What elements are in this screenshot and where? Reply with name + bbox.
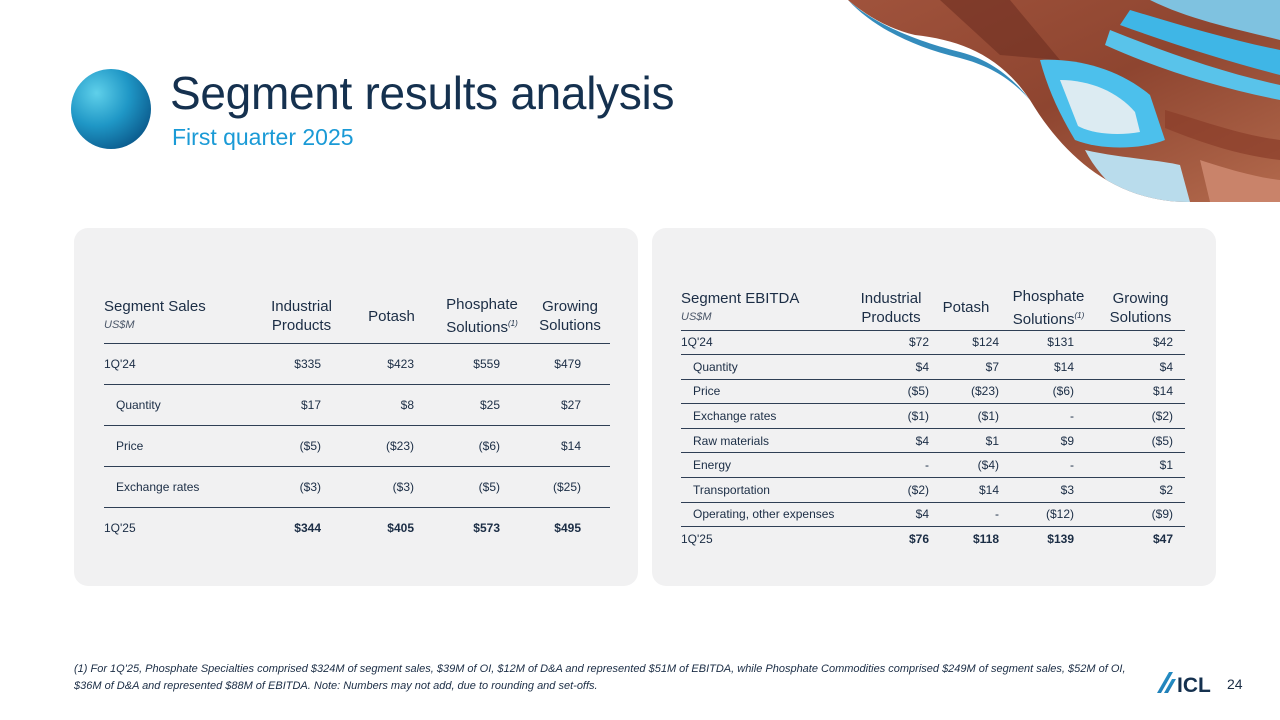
- footnote: (1) For 1Q'25, Phosphate Specialties com…: [74, 663, 1126, 692]
- page-number: 24: [1227, 676, 1243, 692]
- table-row: Quantity $4 $7 $14 $4: [681, 355, 1185, 380]
- footnote-marker: (1): [507, 319, 518, 329]
- table-row: 1Q'25 $76 $118 $139 $47: [681, 532, 1173, 547]
- table-row: Operating, other expenses $4 - ($12) ($9…: [681, 502, 1185, 527]
- ebitda-col-phosphate: Phosphate Solutions(1): [1012, 287, 1085, 328]
- sales-table-title: Segment Sales: [104, 298, 206, 316]
- ebitda-panel: Segment EBITDA US$M Industrial Products P…: [652, 228, 1216, 586]
- page-subtitle: First quarter 2025: [172, 124, 354, 150]
- ebitda-table-header: Segment EBITDA US$M: [681, 286, 851, 330]
- sales-table: Segment Sales US$M Industrial Products Po…: [104, 290, 610, 548]
- ebitda-col-industrial: Industrial Products: [860, 289, 922, 326]
- table-row: 1Q'24 $335 $423 $559 $479: [104, 343, 610, 384]
- table-row: Exchange rates ($1) ($1) - ($2): [681, 404, 1185, 429]
- icl-logo: ICL: [1157, 672, 1211, 694]
- table-row: Exchange rates ($3) ($3) ($5) ($25): [104, 466, 610, 507]
- sales-table-unit: US$M: [104, 319, 135, 332]
- sales-table-header: Segment Sales US$M: [104, 290, 254, 343]
- ebitda-col-growing: Growing Solutions: [1109, 289, 1172, 326]
- table-row: Transportation ($2) $14 $3 $2: [681, 478, 1185, 503]
- table-row: Energy - ($4) - $1: [681, 453, 1185, 478]
- table-row: Price ($5) ($23) ($6) $14: [681, 379, 1185, 404]
- sales-col-growing: Growing Solutions: [539, 298, 601, 335]
- sales-col-potash: Potash: [368, 307, 415, 325]
- footnote-marker: (1): [1074, 310, 1085, 320]
- brand-orb: [71, 69, 151, 149]
- ebitda-table-title: Segment EBITDA: [681, 289, 800, 307]
- sales-col-phosphate: Phosphate Solutions(1): [446, 296, 518, 337]
- table-row: Price ($5) ($23) ($6) $14: [104, 425, 610, 466]
- page-title: Segment results analysis: [170, 67, 675, 119]
- ebitda-table-unit: US$M: [681, 310, 712, 323]
- svg-text:ICL: ICL: [1177, 674, 1211, 694]
- table-row: 1Q'24 $72 $124 $131 $42: [681, 330, 1185, 355]
- sales-panel: Segment Sales US$M Industrial Products Po…: [74, 228, 638, 586]
- table-row: Raw materials $4 $1 $9 ($5): [681, 428, 1185, 453]
- table-row: 1Q'25 $344 $405 $573 $495: [104, 520, 581, 535]
- sales-col-industrial: Industrial Products: [271, 298, 332, 335]
- ebitda-col-potash: Potash: [942, 299, 990, 317]
- table-row: Quantity $17 $8 $25 $27: [104, 384, 610, 425]
- ebitda-table: Segment EBITDA US$M Industrial Products P…: [681, 286, 1185, 551]
